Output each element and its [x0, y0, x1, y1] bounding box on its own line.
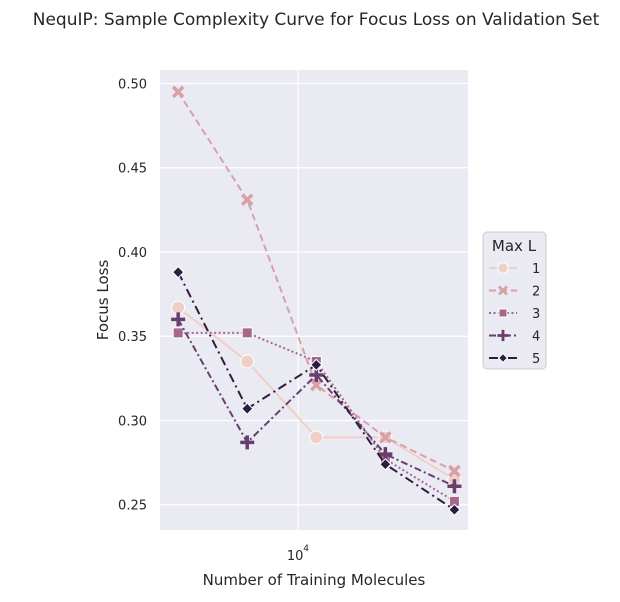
legend-item-2: 2	[489, 285, 540, 300]
legend-items: 1 2 3 4 5	[489, 262, 540, 367]
series-5	[171, 265, 461, 516]
data-point-5	[448, 503, 461, 516]
data-point-5	[379, 458, 392, 471]
data-point-1	[171, 300, 186, 315]
legend-item-3: 3	[489, 307, 540, 322]
data-point-4	[240, 435, 255, 450]
series-line-4	[177, 318, 455, 488]
legend-marker-5	[497, 352, 509, 364]
legend-item-1: 1	[489, 262, 540, 277]
y-axis-label: Focus Loss	[94, 260, 112, 341]
x-axis-label: Number of Training Molecules	[203, 571, 426, 589]
legend-marker-3	[498, 308, 508, 318]
legend-label-5: 5	[532, 352, 540, 367]
legend-marker-4	[497, 329, 509, 342]
y-tick-label: 0.45	[118, 162, 147, 177]
data-point-1	[309, 430, 324, 445]
data-point-4	[171, 312, 186, 327]
x-tick-exponent: 4	[303, 544, 309, 554]
data-point-2	[448, 464, 461, 478]
y-tick-label: 0.30	[118, 414, 147, 429]
data-point-2	[171, 85, 185, 99]
legend-label-2: 2	[532, 285, 540, 300]
legend-label-3: 3	[532, 307, 540, 322]
data-point-2	[310, 378, 323, 392]
y-tick-label: 0.50	[118, 77, 147, 92]
legend-item-4: 4	[489, 330, 540, 345]
legend-item-5: 5	[489, 352, 540, 367]
x-tick-label: 10	[287, 549, 304, 564]
legend-title: Max L	[492, 237, 537, 255]
data-point-5	[241, 402, 254, 415]
data-point-2	[379, 431, 392, 444]
data-point-1	[240, 354, 255, 369]
y-tick-label: 0.40	[118, 246, 147, 261]
data-point-4	[447, 479, 462, 494]
y-tick-label: 0.25	[118, 499, 147, 514]
chart-title: NequIP: Sample Complexity Curve for Focu…	[33, 10, 600, 30]
series-line-3	[178, 331, 455, 503]
data-point-5	[310, 358, 323, 372]
legend-label-1: 1	[532, 262, 540, 277]
legend: Max L 1 2 3 4 5	[482, 231, 547, 370]
legend-label-4: 4	[532, 330, 540, 345]
data-point-3	[172, 327, 184, 339]
data-point-3	[241, 327, 253, 339]
legend-marker-2	[498, 285, 508, 296]
series-lines	[171, 85, 462, 516]
grid-lines	[160, 70, 468, 530]
axis-ticks: 0.25 0.30 0.35 0.40 0.45 0.50 10 4	[118, 77, 309, 564]
series-2	[171, 85, 461, 478]
data-point-5	[171, 265, 185, 279]
plot-area	[160, 70, 468, 530]
legend-marker-1	[497, 262, 509, 274]
y-tick-label: 0.35	[118, 330, 147, 345]
data-point-2	[240, 193, 254, 206]
